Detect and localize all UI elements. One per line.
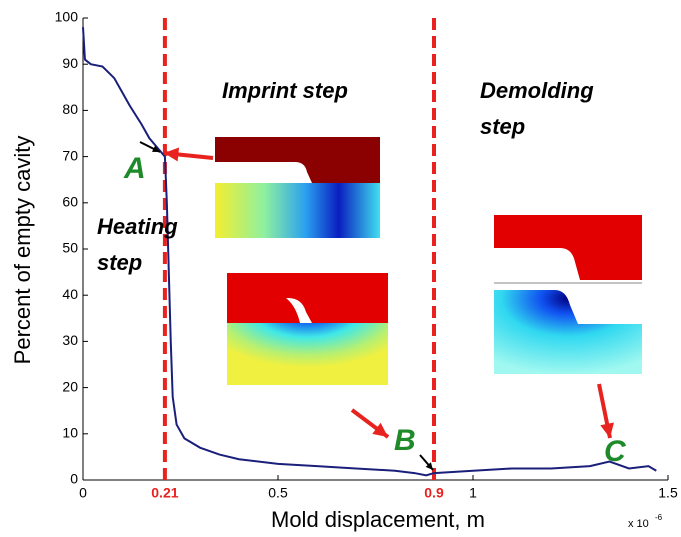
x-multiplier: x 10 [628,518,649,530]
y-tick-label: 20 [62,378,78,394]
annotation: step [97,250,142,275]
annotation: C [604,435,627,468]
data-line [82,27,657,477]
x-axis-label: Mold displacement, m [271,507,485,532]
y-tick-label: 40 [62,286,78,302]
x-tick-label: 1.5 [658,485,678,501]
arrow-head [425,462,433,470]
y-tick-label: 50 [62,240,78,256]
y-tick-label: 60 [62,194,78,210]
x-tick-label: 1 [469,485,477,501]
y-tick-label: 80 [62,101,78,117]
x-multiplier-exponent: -6 [655,513,663,522]
y-tick-label: 0 [70,471,78,487]
annotation: A [123,152,146,185]
annotation: Demolding [480,78,594,103]
marker-label: 0.9 [424,485,444,501]
arrow-head [372,422,388,437]
y-tick-label: 90 [62,55,78,71]
marker-label: 0.21 [151,485,178,501]
annotation: Heating [97,214,178,239]
annotation: step [480,114,525,139]
y-tick-label: 70 [62,147,78,163]
y-tick-label: 10 [62,425,78,441]
arrow-head [152,145,160,152]
inset-2 [227,273,388,385]
annotation: Imprint step [222,78,348,103]
x-tick-label: 0.5 [268,485,288,501]
annotation: B [394,424,416,457]
y-tick-label: 30 [62,332,78,348]
inset-1 [215,137,380,238]
y-axis-label: Percent of empty cavity [10,136,35,365]
arrow-head [600,422,614,438]
arrow-head [164,147,180,162]
x-tick-label: 0 [79,485,87,501]
y-tick-label: 100 [55,9,79,25]
inset-3 [494,215,642,374]
